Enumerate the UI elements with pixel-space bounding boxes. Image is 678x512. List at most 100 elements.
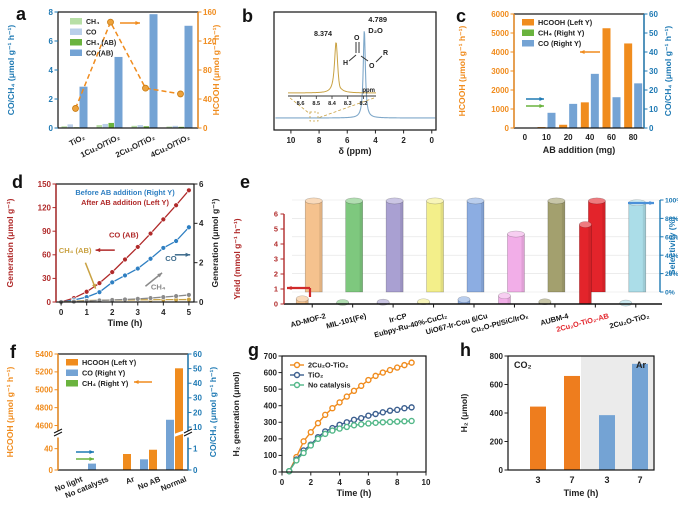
y-tick-label: 300 (264, 418, 278, 427)
selectivity-bar-top-hl (467, 197, 484, 204)
y-axis-label: H₂ (μmol) (459, 394, 469, 433)
arrow-head (580, 49, 585, 55)
y-tick-label: 5000 (35, 386, 53, 395)
marker-TiO₂ (401, 404, 408, 412)
y-tick-label: 20 (649, 86, 658, 95)
y-tick-label: 400 (264, 402, 278, 411)
bar-hcooh (175, 368, 183, 470)
y-tick-label: 0 (499, 466, 504, 475)
annotation-CO: CO (165, 254, 176, 263)
selectivity-bar-top (507, 230, 525, 238)
bar-hcooh (580, 102, 589, 128)
y-tick-label: 1 (193, 444, 198, 453)
axis-break-mark (53, 428, 63, 434)
yield-bar-top (457, 296, 471, 303)
y-tick-label: 800 (490, 352, 504, 361)
y-tick-label: 120 (203, 37, 217, 46)
plot-frame (281, 355, 427, 473)
bar-hcooh (602, 28, 611, 128)
y-tick-label: 20 (193, 408, 202, 417)
bar-co (140, 459, 148, 470)
inset-tick-label: 8.3 (344, 101, 352, 107)
bar-h2-Ar-7h (632, 363, 648, 470)
marker-CH₄ (160, 294, 167, 300)
marker-2Cu₂O-TiO₂ (350, 387, 358, 394)
x-tick-label: 0 (523, 133, 528, 142)
arrow-head (95, 248, 101, 253)
structure-bond (375, 55, 383, 63)
x-tick-label: 1 (84, 308, 89, 317)
marker-CO (160, 245, 167, 251)
selectivity-bar-shade (481, 200, 484, 292)
panel-h-label: h (460, 340, 471, 360)
x-axis-label: Time (h) (337, 488, 372, 498)
selectivity-bar-top (426, 197, 444, 205)
legend-label: CH₄ (AB) (86, 40, 116, 47)
yield-bar-top-hl (619, 300, 632, 307)
nmr-main-trace (275, 31, 436, 119)
x-tick-label: 8 (395, 478, 400, 487)
marker-2Cu₂O-TiO₂ (357, 382, 365, 390)
marker-CO (186, 224, 192, 230)
marker-2Cu₂O-TiO₂ (408, 359, 415, 366)
x-tick-label: 60 (607, 133, 616, 142)
selectivity-bar-top-hl (305, 197, 323, 204)
bar-hcooh (123, 454, 131, 470)
y-tick-label: 120 (38, 203, 52, 212)
panel-e: AD-MOF-2 MIL-101(Fe) Ir-CP Eubpy-Ru-40%-CuC… (226, 170, 678, 342)
y-tick-label: 0 (49, 466, 54, 475)
y-tick-label: 4 (49, 66, 54, 75)
bar-co (569, 103, 578, 128)
zoom-region-box (309, 111, 319, 122)
hcooh-marker (72, 105, 79, 112)
marker-TiO₂ (408, 404, 415, 411)
y-tick-label: 90 (42, 227, 51, 236)
structure-bond (360, 55, 369, 62)
selectivity-bar-shade (521, 234, 525, 292)
x-category-label: TiO₂ (68, 132, 87, 147)
yield-bar-shade (507, 295, 511, 304)
marker-CO (AB) (147, 230, 154, 237)
selectivity-bar-shade (319, 200, 323, 292)
y-axis-label: Generation (μmol g⁻¹) (210, 198, 220, 287)
x-tick-label: 10 (286, 136, 295, 145)
main-peak-label: 4.789 (368, 15, 387, 24)
panel-a: 0 2 4 6 8 0 40 80 120 160 TiO₂ 1Cu₂O/TiO₂ 2Cu₂O/TiO₂… (0, 0, 226, 170)
annotation-CH₄ (AB): CH₄ (AB) (59, 246, 92, 255)
marker-2Cu₂O-TiO₂ (321, 411, 329, 419)
selectivity-bar-top (304, 197, 323, 205)
y-axis-label: Generation (μmol g⁻¹) (5, 198, 15, 287)
y-tick-label: 50 (649, 29, 658, 38)
y-tick-label: 0 (47, 298, 52, 307)
marker-CO (135, 265, 141, 272)
x-tick-label: 6 (345, 136, 350, 145)
y-tick-label: 160 (203, 8, 217, 17)
y-tick-label: 4600 (35, 421, 53, 430)
marker-No catalysis (401, 418, 408, 425)
panel-h: 3 7 3 7 CO₂ Ar 0 200 400 600 800 Time (h) H₂ (μmol) (452, 342, 678, 512)
marker-2Cu₂O-TiO₂ (329, 404, 336, 412)
legend-swatch (522, 40, 534, 47)
marker-2Cu₂O-TiO₂ (314, 419, 322, 427)
zoom-leader (289, 97, 311, 115)
y-axis-label: H₂ generation (μmol) (231, 371, 241, 456)
arrow-head (157, 272, 163, 278)
legend-marker (293, 381, 301, 389)
bar-h2-CO₂-7h (564, 375, 580, 470)
marker-TiO₂ (372, 410, 379, 418)
panel-c: 0 1000 2000 3000 4000 5000 6000 0 10 20 30 40 50 60 0 1… (452, 0, 678, 170)
marker-2Cu₂O-TiO₂ (365, 376, 372, 384)
marker-CO (AB) (96, 280, 103, 286)
marker-CO (AB) (83, 289, 90, 295)
legend-marker (293, 371, 301, 379)
y-axis-label: CO/CH₄ (μmol g⁻¹ h⁻¹) (663, 26, 673, 117)
selectivity-bar-top-hl (345, 197, 363, 204)
selectivity-bar-top-hl (507, 231, 525, 238)
y-axis-label: Yield (mmol g⁻¹ h⁻¹) (232, 218, 242, 299)
x-axis-label: δ (ppm) (339, 146, 372, 156)
marker-No catalysis (379, 419, 387, 426)
arrow-head (539, 103, 544, 109)
y-axis-label: HCOOH (μmol g⁻¹ h⁻¹) (211, 25, 221, 116)
marker-No catalysis (393, 418, 401, 425)
